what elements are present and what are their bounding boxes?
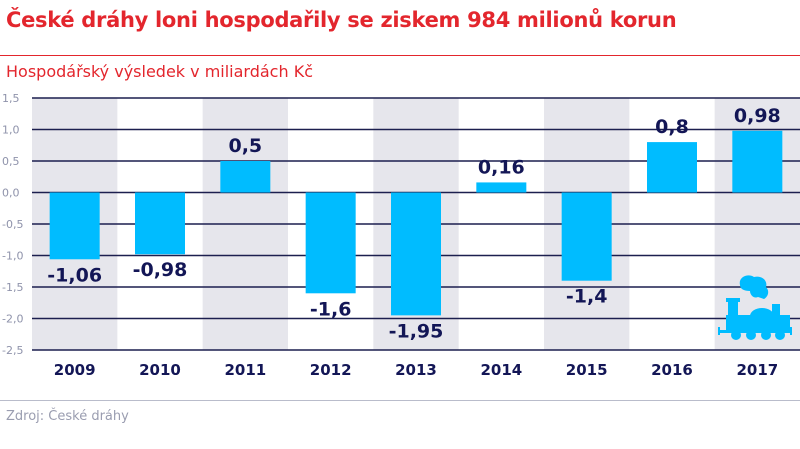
x-tick-label: 2015 bbox=[566, 361, 608, 379]
bar-2013 bbox=[391, 192, 441, 316]
bar-2014 bbox=[476, 182, 527, 193]
bar-2017 bbox=[732, 130, 783, 193]
x-tick-label: 2011 bbox=[224, 361, 266, 379]
data-label: 0,8 bbox=[655, 116, 689, 138]
y-tick-label: -2,0 bbox=[2, 313, 23, 326]
y-tick-label: -2,5 bbox=[2, 344, 23, 357]
bar-2010 bbox=[135, 192, 185, 255]
page-title: České dráhy loni hospodařily se ziskem 9… bbox=[6, 8, 677, 32]
data-label: -1,6 bbox=[310, 298, 352, 320]
data-label: -1,95 bbox=[389, 320, 444, 342]
y-tick-label: 1,5 bbox=[2, 92, 20, 105]
y-tick-label: 0,0 bbox=[2, 187, 20, 200]
bar-2012 bbox=[305, 192, 356, 294]
y-tick-label: -1,5 bbox=[2, 281, 23, 294]
x-tick-label: 2017 bbox=[736, 361, 778, 379]
steam-locomotive-icon bbox=[718, 275, 792, 340]
y-tick-label: 1,0 bbox=[2, 124, 20, 137]
x-tick-label: 2009 bbox=[54, 361, 96, 379]
y-tick-label: -1,0 bbox=[2, 250, 23, 263]
y-tick-label: -0,5 bbox=[2, 218, 23, 231]
x-tick-label: 2014 bbox=[480, 361, 522, 379]
title-divider bbox=[0, 55, 800, 56]
chart-subtitle: Hospodářský výsledek v miliardách Kč bbox=[6, 62, 313, 81]
source-note: Zdroj: České dráhy bbox=[6, 409, 129, 424]
data-label: 0,16 bbox=[478, 156, 525, 178]
x-tick-label: 2016 bbox=[651, 361, 693, 379]
data-label: -1,4 bbox=[566, 286, 608, 308]
bar-2011 bbox=[220, 161, 271, 193]
bar-2016 bbox=[647, 142, 697, 193]
bar-2015 bbox=[561, 192, 612, 281]
x-tick-label: 2010 bbox=[139, 361, 181, 379]
y-tick-label: 0,5 bbox=[2, 155, 20, 168]
data-label: -0,98 bbox=[133, 259, 188, 281]
bar-2009 bbox=[49, 192, 100, 260]
bar-chart: 1,5 1,0 0,5 0,0 -0,5 -1,0 -1,5 -2,0 -2,5 -1,06 200… bbox=[2, 92, 800, 379]
data-label: -1,06 bbox=[47, 264, 102, 286]
x-tick-label: 2013 bbox=[395, 361, 437, 379]
data-label: 0,5 bbox=[228, 135, 262, 157]
footer-divider bbox=[0, 400, 800, 401]
x-tick-label: 2012 bbox=[310, 361, 352, 379]
data-label: 0,98 bbox=[734, 105, 781, 127]
